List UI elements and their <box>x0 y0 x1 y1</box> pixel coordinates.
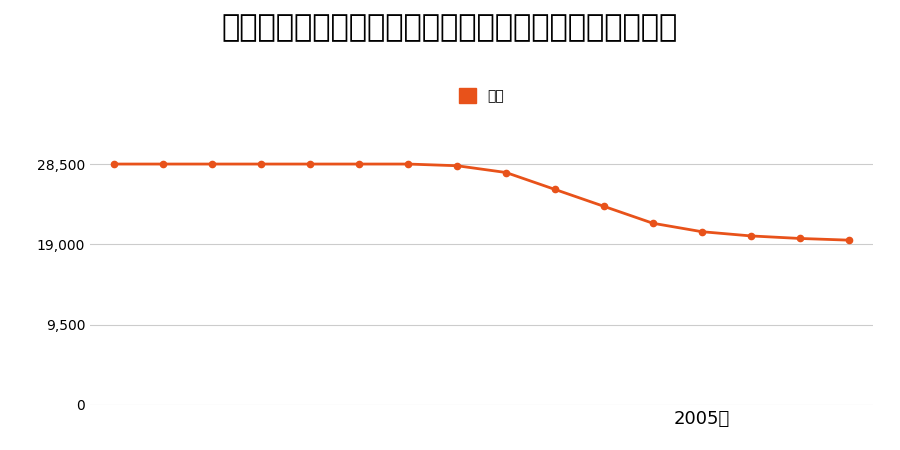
Text: 大分県大分市大字小野鶴字向嶋１１７７番外の地価推移: 大分県大分市大字小野鶴字向嶋１１７７番外の地価推移 <box>222 14 678 42</box>
Legend: 価格: 価格 <box>454 83 509 108</box>
